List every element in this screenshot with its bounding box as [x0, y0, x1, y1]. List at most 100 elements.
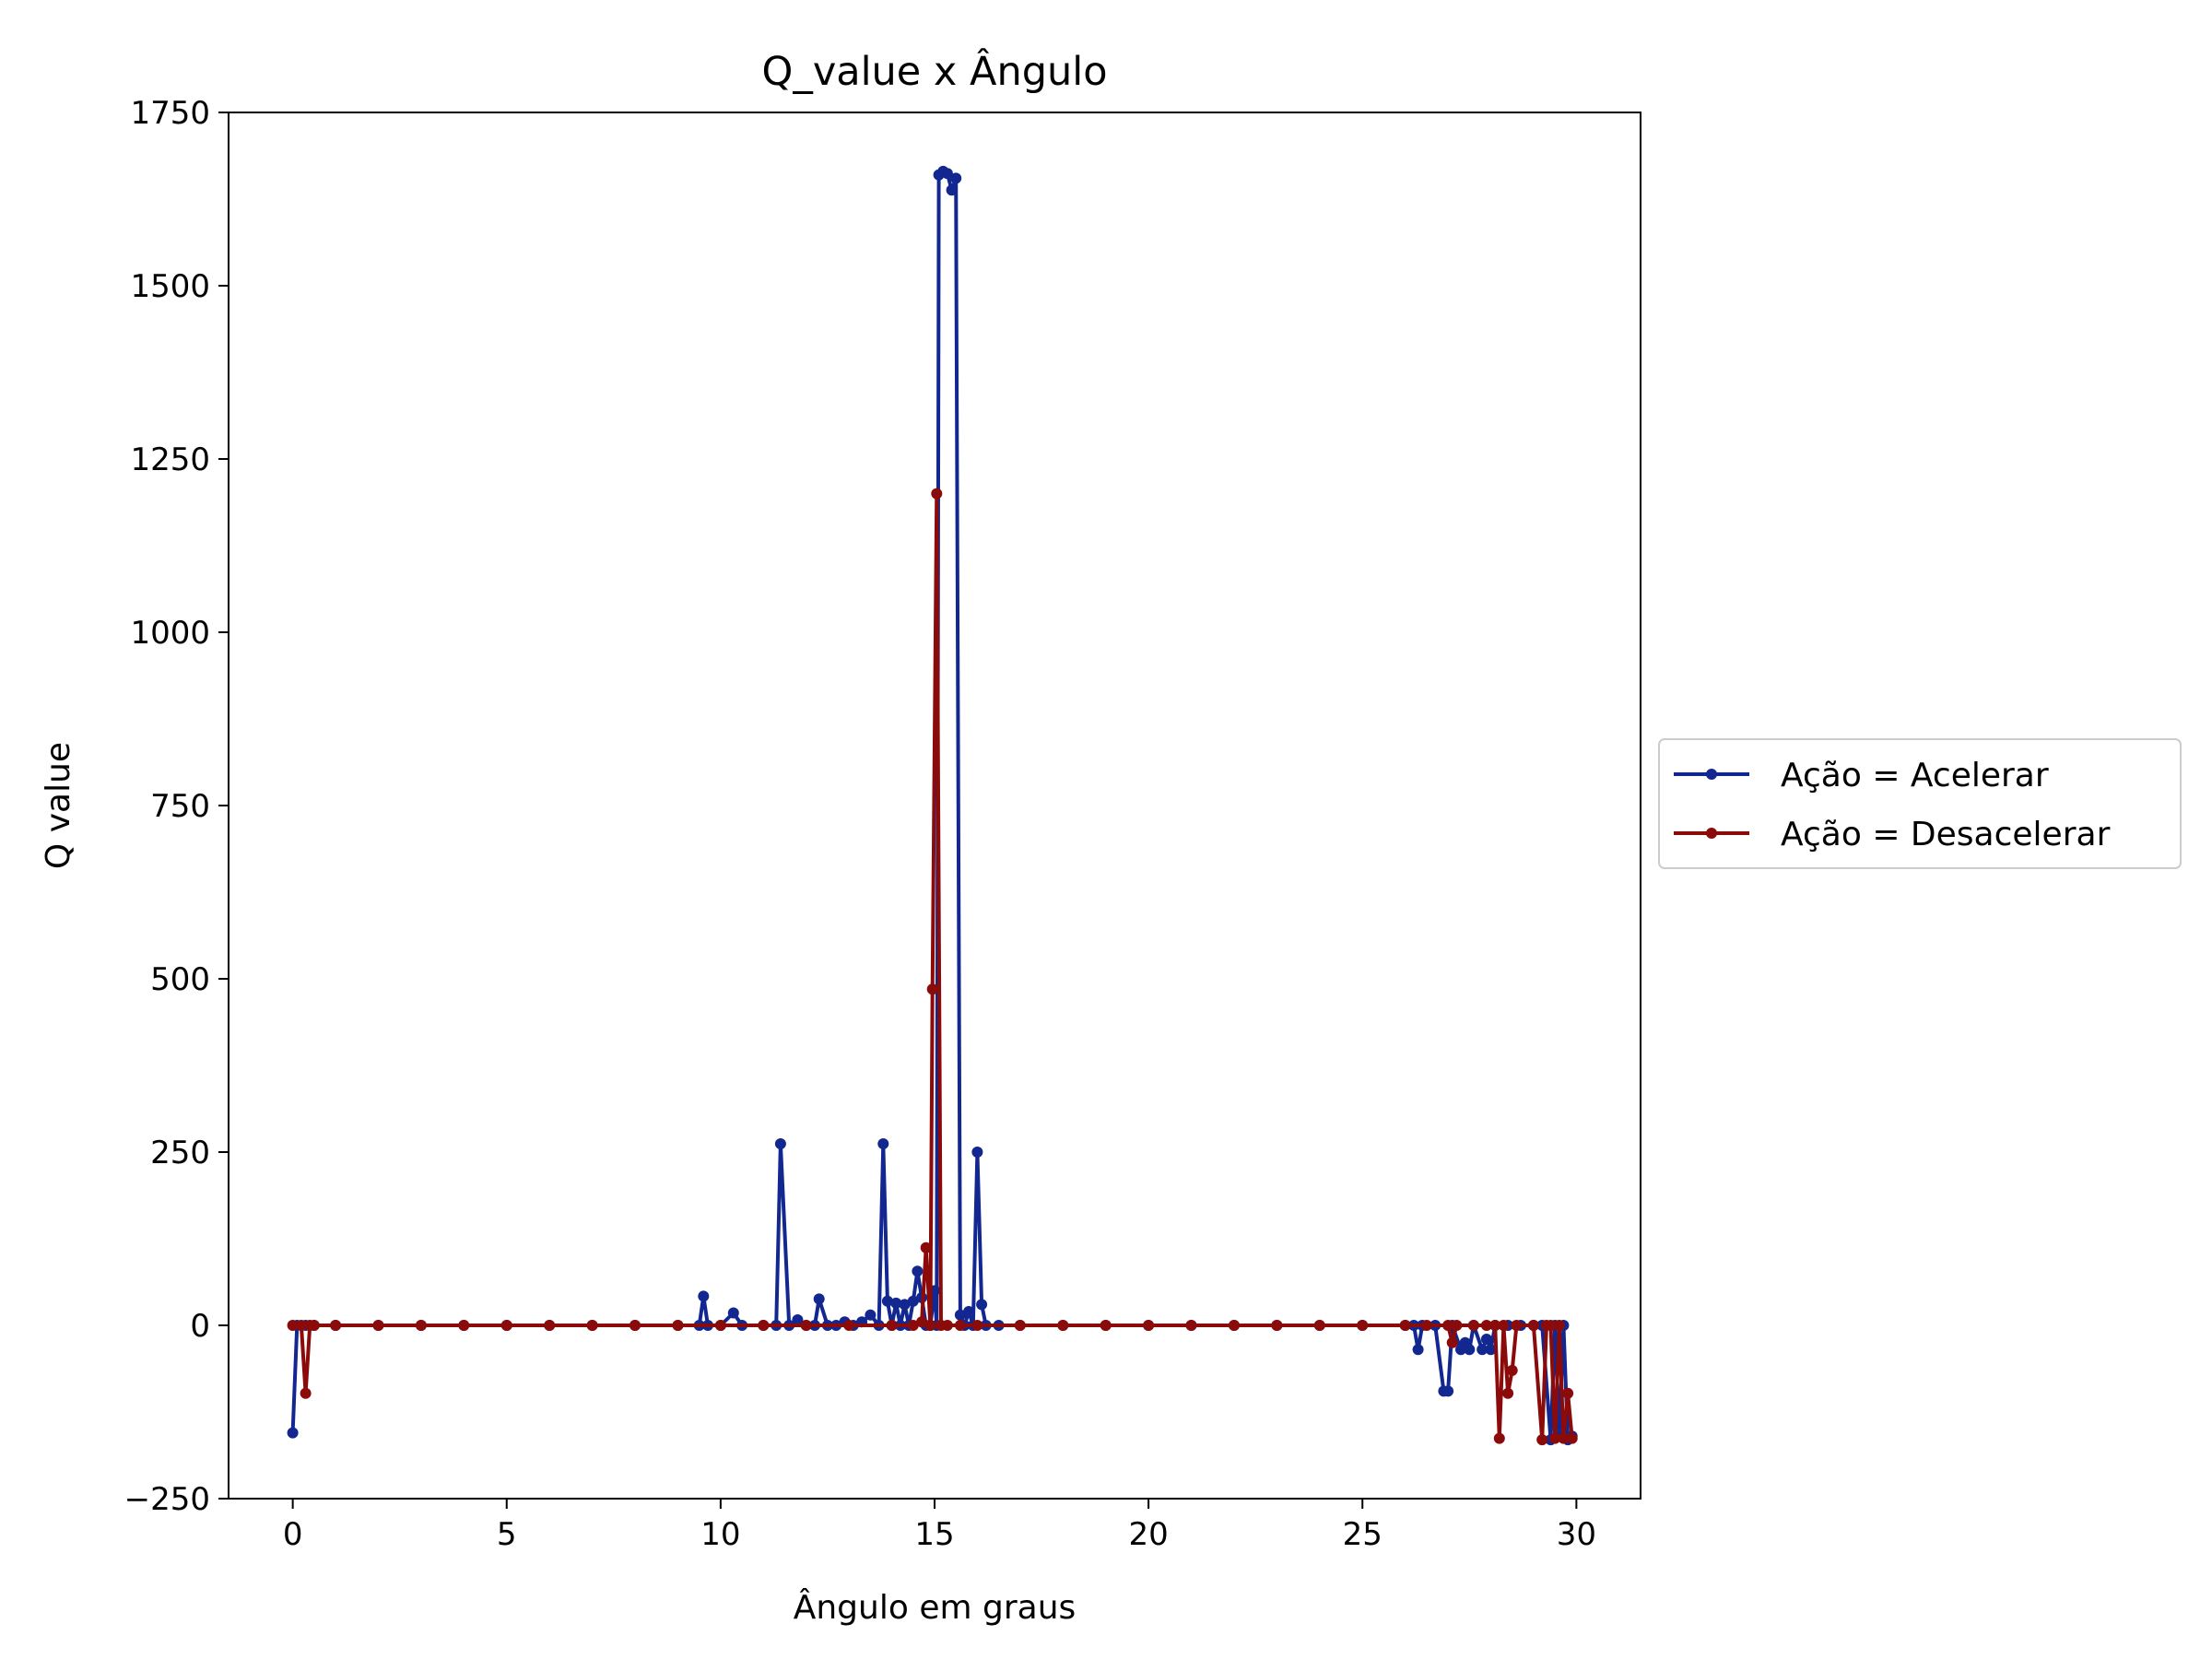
- y-tick-label: 250: [150, 1135, 210, 1171]
- data-point: [1562, 1387, 1574, 1399]
- data-point: [1480, 1320, 1492, 1331]
- data-point: [1451, 1320, 1463, 1331]
- y-tick-label: 1750: [130, 95, 210, 132]
- chart-title: Q_value x Ângulo: [761, 48, 1107, 95]
- data-point: [926, 983, 938, 995]
- x-tick-label: 10: [700, 1516, 740, 1553]
- data-point: [954, 1320, 966, 1331]
- data-point: [1143, 1320, 1155, 1331]
- data-point: [941, 1320, 953, 1331]
- data-point: [1271, 1320, 1283, 1331]
- data-point: [971, 1320, 983, 1331]
- data-point: [698, 1290, 710, 1302]
- x-axis-label: Ângulo em graus: [794, 1588, 1077, 1627]
- data-point: [1412, 1344, 1424, 1356]
- data-point: [1558, 1432, 1570, 1444]
- data-point: [1446, 1336, 1458, 1348]
- data-point: [800, 1320, 812, 1331]
- data-point: [946, 184, 958, 196]
- data-point: [1493, 1432, 1505, 1444]
- y-axis-label: Q value: [40, 742, 77, 869]
- data-point: [1536, 1434, 1548, 1446]
- data-point: [954, 1309, 966, 1321]
- data-point: [931, 488, 943, 500]
- data-point: [1313, 1320, 1325, 1331]
- x-axis: 0 5 10 15 20 25 30: [283, 1499, 1596, 1553]
- data-point: [586, 1320, 598, 1331]
- data-point: [924, 1320, 936, 1331]
- data-point: [415, 1320, 427, 1331]
- data-point: [899, 1299, 911, 1311]
- data-point: [1420, 1320, 1432, 1331]
- x-tick-label: 20: [1128, 1516, 1168, 1553]
- data-point: [1100, 1320, 1112, 1331]
- data-point: [295, 1320, 307, 1331]
- y-tick-label: 750: [150, 788, 210, 825]
- legend-box: [1658, 738, 2182, 869]
- data-point: [300, 1387, 312, 1399]
- x-tick-label: 30: [1557, 1516, 1596, 1553]
- data-point: [971, 1147, 983, 1158]
- x-tick-label: 0: [283, 1516, 303, 1553]
- data-point: [941, 168, 953, 180]
- data-point: [1442, 1385, 1454, 1397]
- data-point: [890, 1297, 902, 1309]
- data-point: [1357, 1320, 1369, 1331]
- data-point: [372, 1320, 384, 1331]
- y-axis: −250 0 250 500 750 1000 1250 1500 1750: [124, 95, 229, 1518]
- data-point: [912, 1265, 924, 1277]
- y-tick-label: 500: [150, 961, 210, 998]
- data-point: [916, 1316, 928, 1328]
- x-tick-label: 15: [914, 1516, 954, 1553]
- data-point: [907, 1320, 919, 1331]
- legend-label: Ação = Desacelerar: [1781, 816, 2111, 853]
- data-point: [1506, 1364, 1518, 1376]
- data-point: [1498, 1320, 1510, 1331]
- legend-marker: [1706, 828, 1717, 839]
- data-point: [963, 1306, 975, 1317]
- data-point: [813, 1293, 825, 1305]
- data-point: [287, 1427, 299, 1439]
- data-point: [1477, 1344, 1488, 1356]
- data-point: [1511, 1320, 1523, 1331]
- series-layer: [287, 165, 1578, 1446]
- data-point: [1545, 1320, 1557, 1331]
- data-point: [672, 1320, 684, 1331]
- data-point: [458, 1320, 470, 1331]
- data-point: [1566, 1432, 1578, 1444]
- data-point: [886, 1320, 898, 1331]
- x-tick-label: 25: [1343, 1516, 1382, 1553]
- data-point: [1464, 1344, 1476, 1356]
- data-point: [792, 1314, 804, 1325]
- data-point: [500, 1320, 512, 1331]
- data-point: [1502, 1387, 1514, 1399]
- data-point: [881, 1295, 893, 1307]
- data-point: [1553, 1320, 1565, 1331]
- data-point: [877, 1138, 889, 1149]
- data-point: [774, 1138, 786, 1149]
- data-point: [920, 1241, 932, 1253]
- legend: Ação = Acelerar Ação = Desacelerar: [1658, 738, 2182, 869]
- data-point: [714, 1320, 726, 1331]
- data-point: [907, 1295, 919, 1307]
- x-tick-label: 5: [497, 1516, 517, 1553]
- data-point: [1229, 1320, 1240, 1331]
- data-point: [950, 172, 962, 184]
- data-point: [976, 1299, 988, 1311]
- legend-marker: [1706, 769, 1717, 780]
- y-tick-label: 0: [190, 1308, 210, 1345]
- data-point: [1399, 1320, 1411, 1331]
- legend-label: Ação = Acelerar: [1781, 757, 2049, 794]
- data-point: [865, 1309, 877, 1321]
- plot-area: 0 5 10 15 20 25 30 −250 0 250 500 750 1000 1250 1500 1…: [124, 95, 1641, 1553]
- data-point: [727, 1307, 739, 1319]
- data-point: [308, 1320, 320, 1331]
- data-point: [330, 1320, 342, 1331]
- series-line: [292, 491, 1574, 1442]
- data-point: [843, 1320, 855, 1331]
- data-point: [1467, 1320, 1479, 1331]
- data-point: [1480, 1334, 1492, 1345]
- data-point: [1549, 1432, 1561, 1444]
- data-point: [1489, 1320, 1501, 1331]
- data-point: [1185, 1320, 1197, 1331]
